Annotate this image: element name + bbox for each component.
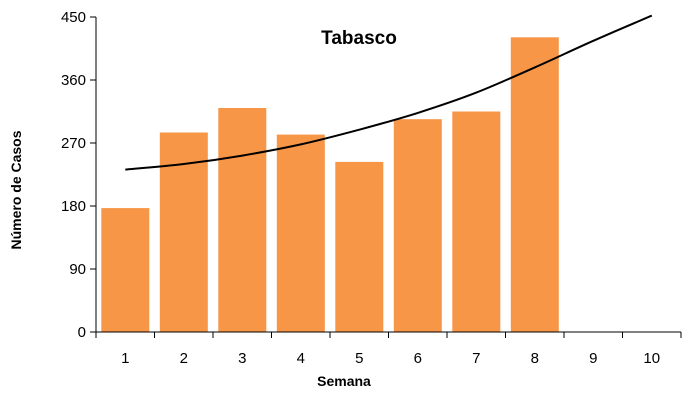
y-tick-label: 0	[78, 324, 86, 341]
bar-4	[276, 134, 325, 332]
x-tick-label: 1	[121, 350, 129, 367]
y-axis-title: Número de Casos	[8, 130, 24, 249]
bar-7	[452, 111, 501, 332]
x-axis-title: Semana	[317, 373, 371, 389]
trendline	[125, 14, 653, 171]
y-tick-label: 270	[61, 135, 86, 152]
chart-title: Tabasco	[321, 28, 397, 49]
y-tick-label: 180	[61, 198, 86, 215]
bar-1	[101, 208, 150, 332]
bar-8	[510, 37, 559, 333]
x-tick-label: 6	[414, 350, 422, 367]
x-tick-label: 9	[589, 350, 597, 367]
x-ticks: 1 2 3 4 5 6 7 8 9 10	[95, 332, 682, 367]
x-tick-label: 4	[297, 350, 305, 367]
y-tick-label: 450	[61, 9, 86, 26]
x-tick-label: 8	[531, 350, 539, 367]
x-tick-label: 7	[472, 350, 480, 367]
bar-5	[335, 161, 384, 332]
x-tick-label: 5	[355, 350, 363, 367]
bar-3	[218, 108, 267, 332]
bar-6	[393, 119, 442, 332]
y-ticks: 0 90 180 270 360 450	[61, 9, 96, 341]
x-tick-label: 2	[180, 350, 188, 367]
x-tick-label: 3	[238, 350, 246, 367]
x-tick-label: 10	[643, 350, 660, 367]
y-tick-label: 360	[61, 72, 86, 89]
y-tick-label: 90	[69, 261, 86, 278]
bars	[101, 37, 559, 333]
